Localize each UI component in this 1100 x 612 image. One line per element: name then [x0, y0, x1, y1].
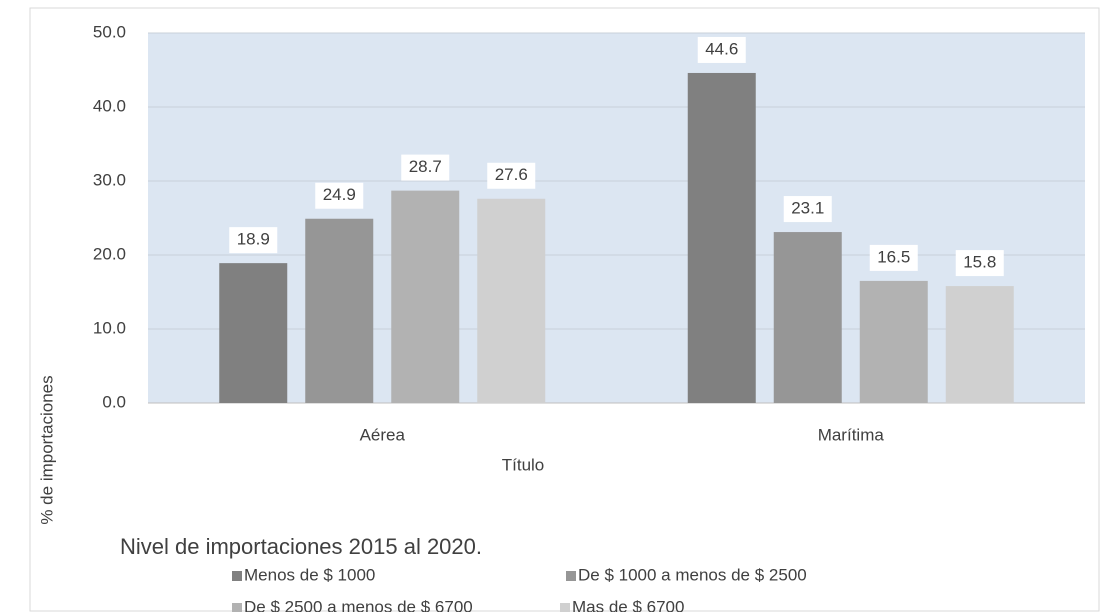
legend-swatch — [232, 571, 242, 581]
y-tick-label: 0.0 — [102, 392, 126, 411]
legend-swatch — [232, 603, 242, 612]
y-tick-label: 20.0 — [93, 244, 126, 263]
y-tick-label: 50.0 — [93, 22, 126, 41]
data-label: 27.6 — [495, 165, 528, 184]
legend-swatch — [560, 603, 570, 612]
data-label-box — [869, 244, 918, 271]
legend-label: De $ 2500 a menos de $ 6700 — [244, 597, 473, 612]
data-label-box — [487, 162, 536, 189]
data-label: 23.1 — [791, 199, 824, 218]
data-label: 44.6 — [705, 39, 738, 58]
bar — [945, 286, 1014, 403]
legend-title: Nivel de importaciones 2015 al 2020. — [120, 534, 482, 559]
y-axis-label: % de importaciones — [37, 375, 56, 524]
data-label-box — [315, 182, 364, 209]
data-label-box — [229, 227, 278, 254]
data-label: 15.8 — [963, 253, 996, 272]
legend-label: De $ 1000 a menos de $ 2500 — [578, 565, 807, 584]
legend-swatch — [566, 571, 576, 581]
bar — [477, 198, 546, 403]
bar — [687, 72, 756, 404]
data-label-box — [783, 196, 832, 223]
bar — [773, 232, 842, 403]
bar — [391, 190, 460, 403]
data-label: 28.7 — [409, 157, 442, 176]
bar — [859, 280, 928, 403]
y-tick-label: 30.0 — [93, 170, 126, 189]
x-axis-label: Título — [502, 455, 545, 474]
data-label-box — [401, 154, 450, 181]
bar — [219, 263, 288, 403]
x-tick-label: Aérea — [360, 425, 406, 444]
data-label: 16.5 — [877, 247, 910, 266]
data-label-box — [697, 36, 746, 63]
x-tick-label: Marítima — [818, 425, 885, 444]
legend-label: Menos de $ 1000 — [244, 565, 375, 584]
legend-label: Mas de $ 6700 — [572, 597, 684, 612]
plot-area — [148, 33, 1085, 403]
y-tick-label: 40.0 — [93, 96, 126, 115]
bar — [305, 218, 374, 403]
data-label: 18.9 — [237, 230, 270, 249]
data-label: 24.9 — [323, 185, 356, 204]
data-label-box — [955, 250, 1004, 277]
y-tick-label: 10.0 — [93, 318, 126, 337]
